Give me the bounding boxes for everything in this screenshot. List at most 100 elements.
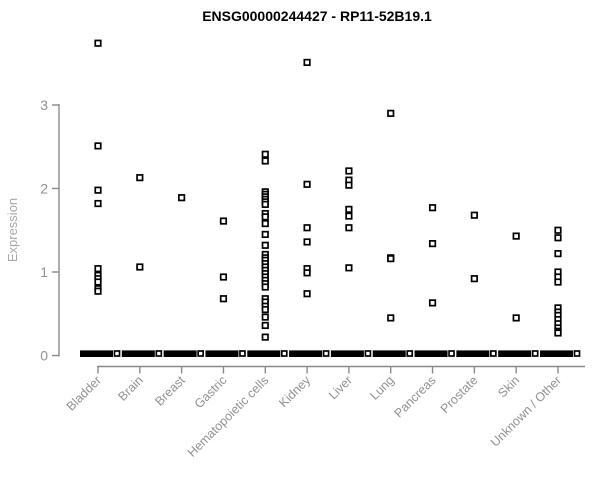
zero-cluster-bar	[247, 350, 281, 357]
x-tick-label: Skin	[495, 373, 522, 400]
x-tick-label-group: Brain	[115, 373, 146, 404]
data-point	[303, 180, 311, 188]
data-point	[261, 219, 269, 228]
data-point	[261, 213, 269, 221]
data-point	[261, 157, 269, 165]
data-point	[94, 39, 102, 47]
plot-area: 0 1 2 3 Bladder Brain Breast GastricHematopoiet…	[40, 39, 585, 460]
y-axis-label: Expression	[5, 198, 20, 262]
zero-cluster-bar	[121, 350, 155, 357]
zero-cluster-point	[364, 350, 372, 357]
data-point	[261, 305, 269, 314]
data-point	[94, 287, 102, 295]
x-tick-label: Bladder	[64, 373, 104, 413]
data-point	[261, 321, 269, 330]
x-tick-label-group: Pancreas	[391, 373, 438, 420]
y-tick-label: 3	[40, 97, 48, 113]
data-point	[261, 150, 269, 158]
zero-cluster-bar	[498, 350, 532, 357]
data-point	[261, 241, 269, 249]
x-tick-label-group: Unknown / Other	[488, 373, 564, 449]
zero-cluster-bar	[80, 350, 113, 357]
data-point	[345, 205, 353, 213]
data-point	[345, 181, 353, 189]
x-tick-label: Hematopoietic cells	[185, 373, 272, 460]
data-point	[470, 211, 478, 219]
x-tick-label: Gastric	[192, 373, 230, 411]
zero-cluster-bar	[372, 350, 406, 357]
x-tick-label-group: Kidney	[276, 373, 313, 410]
zero-cluster-bar	[330, 350, 364, 357]
data-point	[512, 232, 520, 240]
data-point	[554, 226, 562, 234]
zero-cluster-bar	[540, 350, 573, 357]
data-point	[94, 265, 102, 273]
x-tick-label-group: Lung	[367, 373, 397, 403]
x-tick-label: Prostate	[438, 373, 481, 416]
data-point	[345, 264, 353, 272]
data-point	[94, 142, 102, 150]
zero-cluster-point	[448, 350, 455, 357]
data-point	[345, 212, 353, 220]
data-point	[303, 238, 311, 246]
y-tick-label: 2	[40, 181, 48, 197]
zero-cluster-bar	[205, 350, 239, 357]
x-tick-label: Lung	[367, 373, 397, 403]
x-tick-label-group: Breast	[152, 373, 188, 409]
y-tick-label: 1	[40, 264, 48, 280]
data-point	[261, 283, 269, 291]
x-tick-label-group: Gastric	[192, 373, 230, 411]
zero-cluster-point	[155, 350, 163, 357]
data-point	[261, 200, 269, 208]
data-point	[428, 204, 437, 212]
data-point	[387, 109, 395, 117]
zero-cluster-point	[406, 350, 414, 357]
zero-cluster-point	[490, 350, 497, 357]
data-point	[178, 194, 186, 202]
data-point	[387, 314, 395, 322]
data-point	[219, 217, 228, 225]
data-point	[554, 278, 562, 286]
zero-cluster-bar	[414, 350, 448, 357]
data-point	[94, 186, 102, 194]
data-point	[136, 174, 144, 182]
data-point	[512, 314, 520, 322]
data-point	[261, 333, 269, 341]
x-tick-label-group: Prostate	[438, 373, 481, 416]
x-tick-label-group: Skin	[495, 373, 522, 400]
data-point	[554, 250, 562, 258]
zero-cluster-point	[322, 350, 330, 357]
data-point	[303, 58, 311, 67]
data-point	[428, 240, 437, 248]
data-point	[387, 255, 395, 263]
x-tick-label: Breast	[152, 373, 188, 409]
data-point	[94, 199, 102, 208]
data-point	[554, 329, 562, 337]
x-tick-label-group: Bladder	[64, 373, 104, 413]
zero-cluster-bar	[456, 350, 490, 357]
data-point	[428, 299, 437, 307]
x-tick-label-group: Liver	[326, 373, 355, 402]
data-point	[303, 290, 311, 298]
data-point	[94, 278, 102, 286]
x-tick-label: Unknown / Other	[488, 373, 564, 449]
zero-cluster-point	[197, 350, 204, 357]
zero-cluster-point	[239, 350, 246, 357]
data-point	[470, 275, 478, 283]
data-point	[261, 313, 269, 321]
zero-cluster-point	[573, 350, 581, 357]
x-tick-label: Pancreas	[391, 373, 438, 420]
zero-cluster-bar	[163, 350, 197, 357]
y-tick-label: 0	[40, 348, 48, 364]
data-point	[261, 230, 269, 239]
zero-cluster-point	[531, 350, 539, 357]
chart-title: ENSG00000244427 - RP11-52B19.1	[202, 8, 432, 24]
zero-cluster-bar	[289, 350, 323, 357]
data-point	[303, 269, 311, 277]
data-point	[554, 234, 562, 242]
x-tick-label-group: Hematopoietic cells	[185, 373, 272, 460]
data-point	[345, 224, 353, 232]
zero-cluster-point	[113, 350, 121, 357]
